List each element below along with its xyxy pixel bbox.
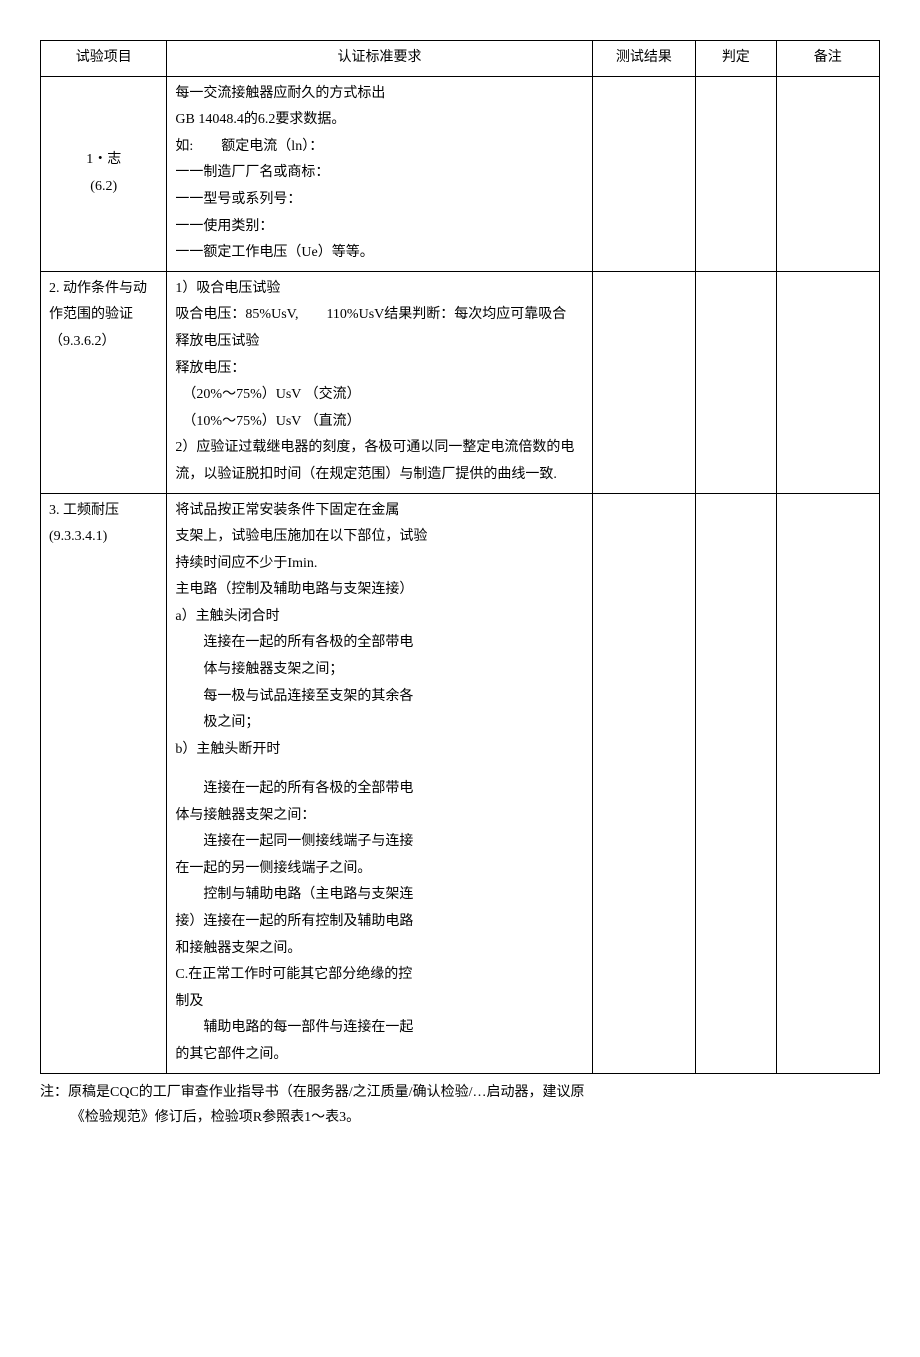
row-1-body: 每一交流接触器应耐久的方式标出 GB 14048.4的6.2要求数据。 如: 额… bbox=[167, 76, 592, 271]
row-1-note bbox=[776, 76, 879, 271]
r3-l10 bbox=[175, 763, 583, 776]
row-2-label: 2. 动作条件与动作范围的验证 （9.3.6.2） bbox=[41, 271, 167, 493]
r3-l4: a）主触头闭合时 bbox=[175, 604, 583, 631]
r3-l15: 控制与辅助电路（主电路与支架连 bbox=[175, 882, 583, 909]
r3-l8: 极之间； bbox=[175, 710, 583, 737]
r1-l6: 一一额定工作电压（Ue）等等。 bbox=[175, 240, 583, 267]
row-3-body: 将试品按正常安装条件下固定在金属 支架上，试验电压施加在以下部位，试验 持续时间… bbox=[167, 493, 592, 1073]
footnote: 注：原稿是CQC的工厂审查作业指导书（在服务器/之江质量/确认检验/…启动器，建… bbox=[40, 1080, 880, 1130]
spec-table: 试验项目 认证标准要求 测试结果 判定 备注 1・志 (6.2) 每一交流接触器… bbox=[40, 40, 880, 1074]
row-1-label: 1・志 (6.2) bbox=[41, 76, 167, 271]
r3-l12: 体与接触器支架之间： bbox=[175, 803, 583, 830]
r3-l19: 制及 bbox=[175, 989, 583, 1016]
r1-l2: 如: 额定电流（ln）： bbox=[175, 134, 583, 161]
r3-l2: 持续时间应不少于Imin. bbox=[175, 551, 583, 578]
row-2-body: 1）吸合电压试验 吸合电压：85%UsV, 110%UsV结果判断：每次均应可靠… bbox=[167, 271, 592, 493]
row-1-result bbox=[592, 76, 695, 271]
r3-l5: 连接在一起的所有各极的全部带电 bbox=[175, 630, 583, 657]
footnote-line2: 《检验规范》修订后，检验项R参照表1～表3。 bbox=[71, 1110, 360, 1125]
r3-l9: b）主触头断开时 bbox=[175, 737, 583, 764]
footnote-line1: 注：原稿是CQC的工厂审查作业指导书（在服务器/之江质量/确认检验/…启动器，建… bbox=[40, 1085, 584, 1100]
row-3-note bbox=[776, 493, 879, 1073]
r3-l0: 将试品按正常安装条件下固定在金属 bbox=[175, 498, 583, 525]
r3-l17: 和接触器支架之间。 bbox=[175, 936, 583, 963]
row-3-label-text: 3. 工频耐压 (9.3.3.4.1) bbox=[49, 503, 119, 545]
row-2-result bbox=[592, 271, 695, 493]
r2-l2: 释放电压试验 bbox=[175, 329, 583, 356]
r3-l1: 支架上，试验电压施加在以下部位，试验 bbox=[175, 524, 583, 551]
header-col5: 备注 bbox=[776, 41, 879, 77]
header-col2: 认证标准要求 bbox=[167, 41, 592, 77]
row-1-label-text: 1・志 (6.2) bbox=[86, 152, 121, 194]
r3-l11: 连接在一起的所有各极的全部带电 bbox=[175, 776, 583, 803]
row-3-result bbox=[592, 493, 695, 1073]
r3-l3: 主电路（控制及辅助电路与支架连接） bbox=[175, 577, 583, 604]
r1-l3: 一一制造厂厂名或商标： bbox=[175, 160, 583, 187]
r3-l7: 每一极与试品连接至支架的其余各 bbox=[175, 684, 583, 711]
header-col4: 判定 bbox=[696, 41, 776, 77]
r2-l4: （20%～75%）UsV （交流） bbox=[175, 382, 583, 409]
r3-l16: 接）连接在一起的所有控制及辅助电路 bbox=[175, 909, 583, 936]
r2-l6: 2）应验证过载继电器的刻度，各极可通以同一整定电流倍数的电流，以验证脱扣时间（在… bbox=[175, 435, 583, 488]
r1-l0: 每一交流接触器应耐久的方式标出 bbox=[175, 81, 583, 108]
row-1-judge bbox=[696, 76, 776, 271]
row-2-judge bbox=[696, 271, 776, 493]
r2-l1: 吸合电压：85%UsV, 110%UsV结果判断：每次均应可靠吸合 bbox=[175, 302, 583, 329]
r3-l18: C.在正常工作时可能其它部分绝缘的控 bbox=[175, 962, 583, 989]
header-col1: 试验项目 bbox=[41, 41, 167, 77]
r2-l5: （10%～75%）UsV （直流） bbox=[175, 409, 583, 436]
row-1: 1・志 (6.2) 每一交流接触器应耐久的方式标出 GB 14048.4的6.2… bbox=[41, 76, 880, 271]
row-2: 2. 动作条件与动作范围的验证 （9.3.6.2） 1）吸合电压试验 吸合电压：… bbox=[41, 271, 880, 493]
r3-l20: 辅助电路的每一部件与连接在一起 bbox=[175, 1015, 583, 1042]
r3-l6: 体与接触器支架之间； bbox=[175, 657, 583, 684]
header-row: 试验项目 认证标准要求 测试结果 判定 备注 bbox=[41, 41, 880, 77]
row-3-judge bbox=[696, 493, 776, 1073]
header-col3: 测试结果 bbox=[592, 41, 695, 77]
r1-l5: 一一使用类别： bbox=[175, 214, 583, 241]
row-2-label-text: 2. 动作条件与动作范围的验证 （9.3.6.2） bbox=[49, 281, 147, 349]
r1-l4: 一一型号或系列号： bbox=[175, 187, 583, 214]
r3-l21: 的其它部件之间。 bbox=[175, 1042, 583, 1069]
row-3-label: 3. 工频耐压 (9.3.3.4.1) bbox=[41, 493, 167, 1073]
r1-l1: GB 14048.4的6.2要求数据。 bbox=[175, 107, 583, 134]
row-2-note bbox=[776, 271, 879, 493]
r3-l14: 在一起的另一侧接线端子之间。 bbox=[175, 856, 583, 883]
r3-l13: 连接在一起同一侧接线端子与连接 bbox=[175, 829, 583, 856]
row-3: 3. 工频耐压 (9.3.3.4.1) 将试品按正常安装条件下固定在金属 支架上… bbox=[41, 493, 880, 1073]
r2-l3: 释放电压： bbox=[175, 356, 583, 383]
r2-l0: 1）吸合电压试验 bbox=[175, 276, 583, 303]
